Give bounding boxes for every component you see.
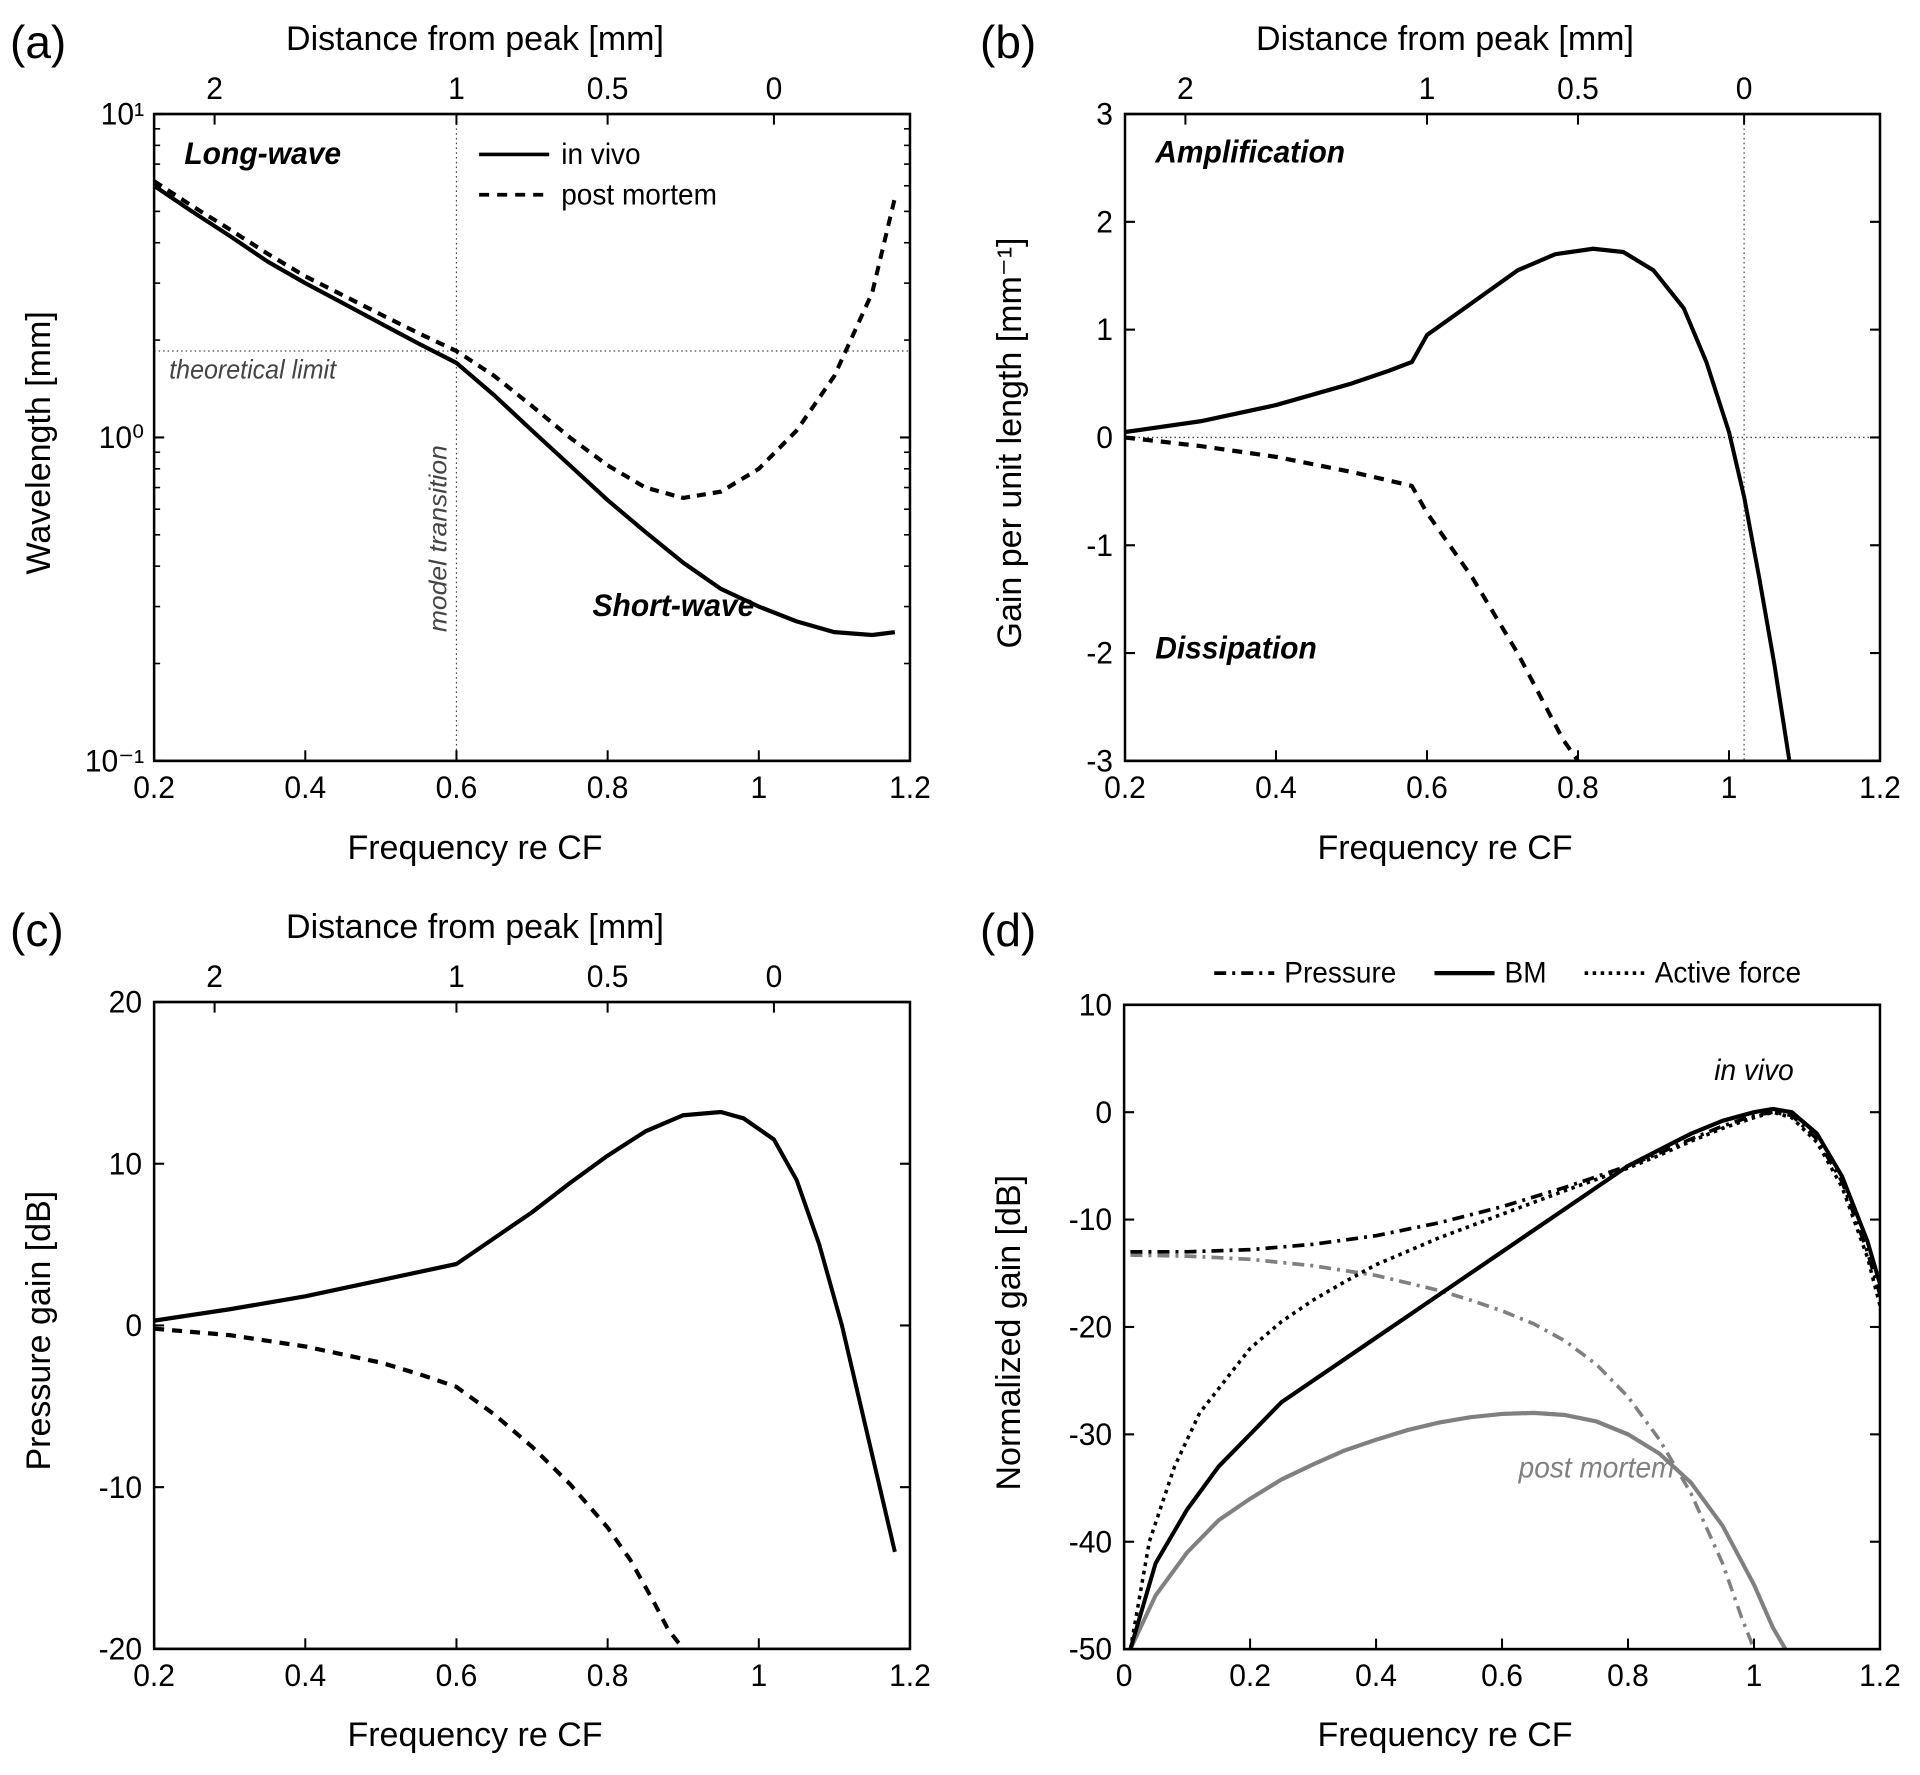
panel-d-bottom-label: Frequency re CF: [990, 1716, 1900, 1755]
panel-c-bottom-label: Frequency re CF: [20, 1716, 930, 1755]
svg-text:0.8: 0.8: [1607, 1657, 1649, 1693]
panel-c: (c) Distance from peak [mm] Pressure gai…: [20, 908, 930, 1756]
svg-text:10: 10: [1079, 986, 1112, 1022]
plot-b-svg: 0.20.40.60.811.2210.50-3-2-10123Amplific…: [1030, 61, 1900, 825]
svg-text:0: 0: [766, 70, 783, 106]
svg-text:1: 1: [1721, 769, 1738, 805]
svg-text:3: 3: [1096, 96, 1113, 132]
svg-text:0: 0: [1095, 1094, 1112, 1130]
svg-text:Dissipation: Dissipation: [1155, 630, 1317, 666]
panel-c-left-label: Pressure gain [dB]: [20, 949, 59, 1713]
panel-d-left-label: Normalized gain [dB]: [990, 952, 1029, 1713]
svg-text:-1: -1: [1086, 527, 1113, 563]
panel-b-top-label: Distance from peak [mm]: [990, 20, 1900, 59]
panel-a-bottom-label: Frequency re CF: [20, 829, 930, 868]
panel-a-left-label: Wavelength [mm]: [20, 61, 59, 825]
svg-text:0.5: 0.5: [1557, 70, 1599, 106]
panel-b: (b) Distance from peak [mm] Gain per uni…: [990, 20, 1900, 868]
svg-text:0.4: 0.4: [284, 1657, 326, 1693]
svg-text:1: 1: [750, 1657, 767, 1693]
svg-text:in vivo: in vivo: [561, 138, 640, 171]
svg-text:0.8: 0.8: [587, 769, 629, 805]
svg-text:in vivo: in vivo: [1714, 1054, 1793, 1087]
svg-text:-20: -20: [1069, 1308, 1112, 1344]
svg-text:0.6: 0.6: [436, 769, 478, 805]
panel-c-top-label: Distance from peak [mm]: [20, 908, 930, 947]
plot-c-svg: 0.20.40.60.811.2210.50-20-1001020: [59, 949, 930, 1713]
svg-text:1: 1: [1419, 70, 1436, 106]
panel-d: (d) Normalized gain [dB] 00.20.40.60.811…: [990, 908, 1900, 1756]
panel-b-bottom-label: Frequency re CF: [990, 829, 1900, 868]
svg-text:0.8: 0.8: [1557, 769, 1599, 805]
svg-text:-20: -20: [99, 1630, 142, 1666]
svg-text:0.6: 0.6: [1481, 1657, 1523, 1693]
svg-text:Pressure: Pressure: [1284, 956, 1396, 989]
panel-b-left-label: Gain per unit length [mm⁻¹]: [990, 61, 1030, 825]
svg-text:-50: -50: [1069, 1630, 1112, 1666]
svg-text:BM: BM: [1505, 956, 1547, 989]
svg-text:0.4: 0.4: [284, 769, 326, 805]
svg-text:0: 0: [125, 1307, 142, 1343]
svg-text:1.2: 1.2: [1859, 769, 1900, 805]
svg-text:0: 0: [1116, 1657, 1133, 1693]
panel-a-label: (a): [10, 15, 66, 69]
svg-text:0.5: 0.5: [587, 958, 629, 994]
svg-text:2: 2: [1177, 70, 1194, 106]
svg-text:10⁰: 10⁰: [99, 419, 144, 455]
svg-text:Active force: Active force: [1655, 956, 1801, 989]
panel-c-label: (c): [10, 903, 64, 957]
panel-a-top-label: Distance from peak [mm]: [20, 20, 930, 59]
svg-text:0: 0: [766, 958, 783, 994]
svg-text:post mortem: post mortem: [561, 179, 717, 212]
plot-d-svg: 0 0.2 0.4 0.6 0.8 1 1.2 -50 -40 -30 -20 -10 0 10 in vi…: [1029, 952, 1900, 1713]
svg-text:20: 20: [109, 983, 142, 1019]
svg-text:Amplification: Amplification: [1154, 134, 1345, 170]
svg-text:post mortem: post mortem: [1518, 1451, 1675, 1484]
svg-text:0.4: 0.4: [1255, 769, 1297, 805]
svg-text:1.2: 1.2: [889, 769, 930, 805]
svg-text:0.2: 0.2: [1229, 1657, 1271, 1693]
svg-text:Long-wave: Long-wave: [184, 135, 341, 171]
svg-text:0: 0: [1736, 70, 1753, 106]
panel-b-label: (b): [980, 15, 1036, 69]
svg-text:-30: -30: [1069, 1416, 1112, 1452]
svg-text:1: 1: [750, 769, 767, 805]
svg-text:1: 1: [448, 70, 465, 106]
panel-d-legend-host: [990, 908, 1900, 950]
svg-text:Short-wave: Short-wave: [593, 587, 755, 623]
plot-a-svg: 0.20.40.60.811.2210.5010⁻¹10⁰10¹Long-wav…: [59, 61, 930, 825]
panel-a: (a) Distance from peak [mm] Wavelength […: [20, 20, 930, 868]
svg-text:10: 10: [109, 1145, 142, 1181]
svg-text:1: 1: [448, 958, 465, 994]
svg-text:0: 0: [1096, 419, 1113, 455]
svg-text:-10: -10: [99, 1468, 142, 1504]
svg-text:-10: -10: [1069, 1201, 1112, 1237]
svg-text:2: 2: [1096, 204, 1113, 240]
svg-text:-2: -2: [1086, 635, 1113, 671]
svg-text:1: 1: [1096, 311, 1113, 347]
panel-d-label: (d): [980, 903, 1036, 957]
svg-text:0.5: 0.5: [587, 70, 629, 106]
svg-text:0.4: 0.4: [1355, 1657, 1397, 1693]
figure-grid: (a) Distance from peak [mm] Wavelength […: [20, 20, 1900, 1755]
svg-text:10¹: 10¹: [101, 96, 144, 132]
svg-text:0.8: 0.8: [587, 1657, 629, 1693]
svg-text:0.6: 0.6: [436, 1657, 478, 1693]
svg-text:2: 2: [206, 958, 223, 994]
svg-text:theoretical limit: theoretical limit: [169, 356, 338, 385]
svg-text:10⁻¹: 10⁻¹: [85, 743, 144, 779]
svg-text:1: 1: [1746, 1657, 1763, 1693]
svg-text:1.2: 1.2: [889, 1657, 930, 1693]
svg-text:model transition: model transition: [425, 445, 452, 632]
svg-text:2: 2: [206, 70, 223, 106]
svg-text:-40: -40: [1069, 1523, 1112, 1559]
svg-text:-3: -3: [1086, 743, 1113, 779]
svg-text:0.6: 0.6: [1406, 769, 1448, 805]
svg-text:1.2: 1.2: [1859, 1657, 1900, 1693]
